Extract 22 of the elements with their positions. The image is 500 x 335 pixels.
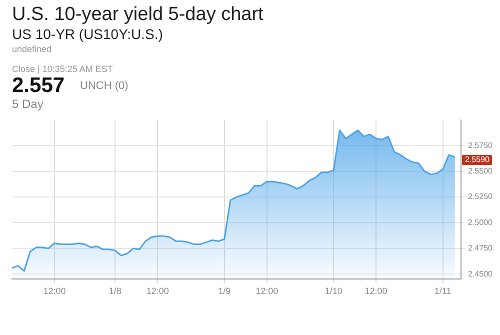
chart-title: U.S. 10-year yield 5-day chart <box>12 4 264 26</box>
x-tick-label: 1/11 <box>434 286 452 296</box>
chart-subtitle: US 10-YR (US10Y:U.S.) <box>12 26 163 42</box>
y-tick-label: 2.5000 <box>468 218 494 227</box>
x-tick-label: 12:00 <box>256 286 278 296</box>
x-tick-label: 1/8 <box>108 286 122 296</box>
text: undefined <box>12 44 52 54</box>
x-tick-label: 12:00 <box>364 286 388 296</box>
text: Close | 10:35:25 AM EST <box>12 64 113 74</box>
text: 5 Day <box>12 97 44 111</box>
y-tick-label: 2.5750 <box>468 140 494 150</box>
y-tick-label: 2.5250 <box>468 192 494 202</box>
y-tick-label: 2.5500 <box>468 166 494 176</box>
x-tick-label: 1/9 <box>218 286 231 296</box>
y-tick-label: 2.4750 <box>468 244 494 253</box>
text: UNCH (0) <box>80 80 128 92</box>
x-tick-label: 12:00 <box>43 286 66 296</box>
y-tick-label: 2.4500 <box>468 269 494 278</box>
text: 2.5590 <box>462 155 492 165</box>
x-tick-label: 12:00 <box>146 286 169 296</box>
text: 2.557 <box>12 74 65 98</box>
x-tick-label: 1/10 <box>324 286 342 296</box>
